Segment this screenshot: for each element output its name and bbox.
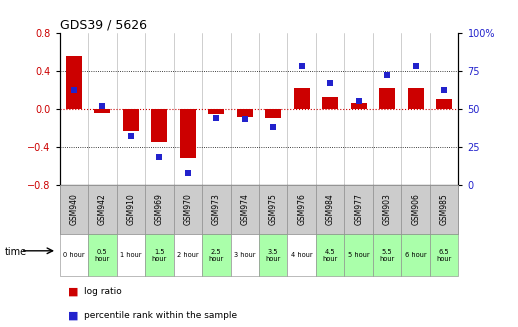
Point [269, 124, 278, 129]
Bar [231, 185, 259, 234]
Text: time: time [5, 247, 27, 257]
Bar [174, 234, 202, 276]
Bar [373, 185, 401, 234]
Text: GSM985: GSM985 [440, 193, 449, 225]
Text: 4.5
hour: 4.5 hour [323, 249, 338, 262]
Bar [401, 234, 430, 276]
Bar [316, 234, 344, 276]
Point [126, 133, 135, 139]
Bar [88, 185, 117, 234]
Bar [373, 234, 401, 276]
Bar [94, 109, 110, 112]
Bar [60, 234, 88, 276]
Text: GSM977: GSM977 [354, 193, 363, 225]
Text: ■: ■ [67, 310, 78, 320]
Text: 3 hour: 3 hour [234, 252, 255, 258]
Bar [180, 109, 196, 158]
Bar [145, 234, 174, 276]
Bar [88, 234, 117, 276]
Text: GSM970: GSM970 [183, 193, 192, 225]
Bar [287, 185, 316, 234]
Text: GSM973: GSM973 [212, 193, 221, 225]
Text: GSM940: GSM940 [69, 193, 78, 225]
Bar [401, 185, 430, 234]
Bar [259, 234, 287, 276]
Text: 3.5
hour: 3.5 hour [266, 249, 281, 262]
Text: 1.5
hour: 1.5 hour [152, 249, 167, 262]
Bar [123, 109, 139, 130]
Text: GDS39 / 5626: GDS39 / 5626 [60, 19, 147, 31]
Point [383, 73, 392, 78]
Text: ■: ■ [67, 286, 78, 297]
Point [183, 170, 192, 175]
Bar [208, 109, 224, 114]
Bar [316, 185, 344, 234]
Text: 5.5
hour: 5.5 hour [380, 249, 395, 262]
Bar [60, 185, 88, 234]
Bar [145, 185, 174, 234]
Bar [436, 99, 452, 109]
Bar [294, 88, 310, 109]
Text: 4 hour: 4 hour [291, 252, 312, 258]
Text: 2.5
hour: 2.5 hour [209, 249, 224, 262]
Text: 0 hour: 0 hour [63, 252, 84, 258]
Text: 2 hour: 2 hour [177, 252, 198, 258]
Text: percentile rank within the sample: percentile rank within the sample [83, 311, 237, 320]
Text: GSM975: GSM975 [269, 193, 278, 225]
Text: GSM974: GSM974 [240, 193, 249, 225]
Point [440, 88, 449, 93]
Bar [202, 185, 231, 234]
Text: GSM942: GSM942 [98, 193, 107, 225]
Text: GSM969: GSM969 [155, 193, 164, 225]
Bar [265, 109, 281, 118]
Point [69, 88, 78, 93]
Text: GSM910: GSM910 [126, 193, 135, 225]
Point [326, 80, 335, 85]
Bar [259, 185, 287, 234]
Text: 6 hour: 6 hour [405, 252, 426, 258]
Text: 0.5
hour: 0.5 hour [95, 249, 110, 262]
Bar [408, 88, 424, 109]
Text: GSM984: GSM984 [326, 193, 335, 225]
Point [240, 117, 249, 122]
Text: GSM903: GSM903 [383, 193, 392, 225]
Bar [379, 88, 395, 109]
Bar [351, 103, 367, 109]
Point [297, 63, 306, 69]
Text: 1 hour: 1 hour [120, 252, 141, 258]
Point [155, 155, 164, 160]
Text: 5 hour: 5 hour [348, 252, 369, 258]
Point [354, 98, 363, 104]
Text: 6.5
hour: 6.5 hour [437, 249, 452, 262]
Bar [237, 109, 253, 117]
Bar [117, 185, 145, 234]
Bar [344, 185, 373, 234]
Text: GSM976: GSM976 [297, 193, 306, 225]
Bar [287, 234, 316, 276]
Bar [202, 234, 231, 276]
Bar [430, 185, 458, 234]
Bar [344, 234, 373, 276]
Point [411, 63, 420, 69]
Point [212, 115, 221, 120]
Bar [151, 109, 167, 142]
Text: log ratio: log ratio [83, 287, 121, 296]
Bar [430, 234, 458, 276]
Bar [174, 185, 202, 234]
Text: GSM906: GSM906 [411, 193, 420, 225]
Bar [66, 57, 82, 109]
Bar [117, 234, 145, 276]
Point [98, 103, 107, 108]
Bar [322, 97, 338, 109]
Bar [231, 234, 259, 276]
